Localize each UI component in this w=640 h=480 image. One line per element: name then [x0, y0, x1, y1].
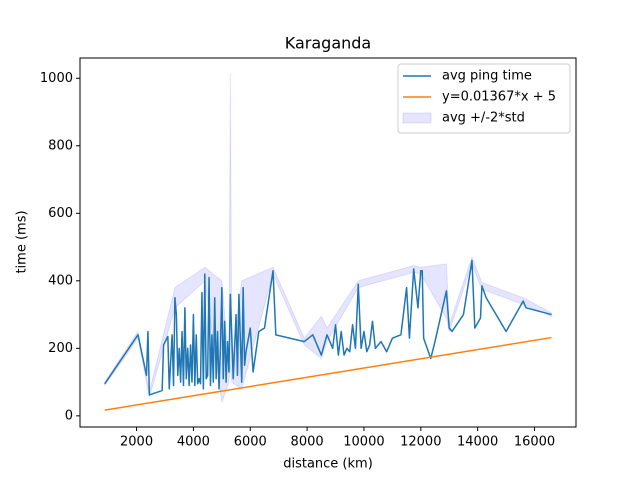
- x-tick-label: 6000: [234, 435, 267, 450]
- y-tick-label: 0: [65, 408, 73, 423]
- legend: avg ping time y=0.01367*x + 5 avg +/-2*std: [397, 63, 571, 134]
- series-line: [104, 336, 552, 411]
- legend-label: y=0.01367*x + 5: [442, 90, 556, 105]
- std-band: [104, 73, 553, 403]
- x-tick-label: 4000: [177, 435, 210, 450]
- x-tick-label: 14000: [457, 435, 498, 450]
- series-line: [104, 259, 552, 396]
- y-tick-label: 200: [48, 341, 73, 356]
- legend-label: avg +/-2*std: [442, 111, 525, 126]
- y-tick-label: 1000: [40, 71, 73, 86]
- x-tick-label: 8000: [291, 435, 324, 450]
- legend-swatch: [402, 112, 432, 124]
- legend-box: [397, 63, 571, 134]
- x-tick-label: 12000: [400, 435, 441, 450]
- x-tick-label: 2000: [120, 435, 153, 450]
- legend-label: avg ping time: [442, 69, 532, 84]
- x-tick-label: 16000: [514, 435, 555, 450]
- y-axis-label: time (ms): [15, 210, 30, 273]
- plot-area: [104, 73, 553, 411]
- x-axis-label: distance (km): [283, 457, 373, 472]
- chart-title: Karaganda: [285, 34, 371, 53]
- x-tick-label: 10000: [343, 435, 384, 450]
- axes-frame: [79, 57, 577, 428]
- y-tick-label: 600: [48, 206, 73, 221]
- y-tick-label: 400: [48, 273, 73, 288]
- y-tick-label: 800: [48, 138, 73, 153]
